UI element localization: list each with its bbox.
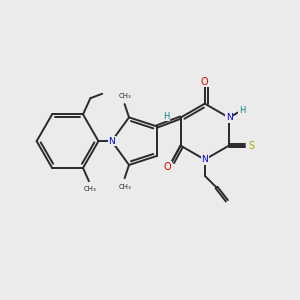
Text: N: N bbox=[108, 137, 115, 146]
Text: N: N bbox=[201, 155, 208, 164]
Text: CH₃: CH₃ bbox=[118, 93, 131, 99]
Text: N: N bbox=[108, 137, 115, 146]
Text: S: S bbox=[248, 141, 254, 151]
Text: CH₃: CH₃ bbox=[84, 186, 97, 192]
Text: O: O bbox=[201, 76, 208, 87]
Text: N: N bbox=[201, 155, 208, 164]
Text: N: N bbox=[108, 137, 115, 146]
Text: N: N bbox=[226, 113, 232, 122]
Text: O: O bbox=[164, 162, 171, 172]
Text: N: N bbox=[226, 113, 232, 122]
Text: H: H bbox=[163, 112, 169, 121]
Text: CH₃: CH₃ bbox=[118, 184, 131, 190]
Text: H: H bbox=[239, 106, 245, 115]
